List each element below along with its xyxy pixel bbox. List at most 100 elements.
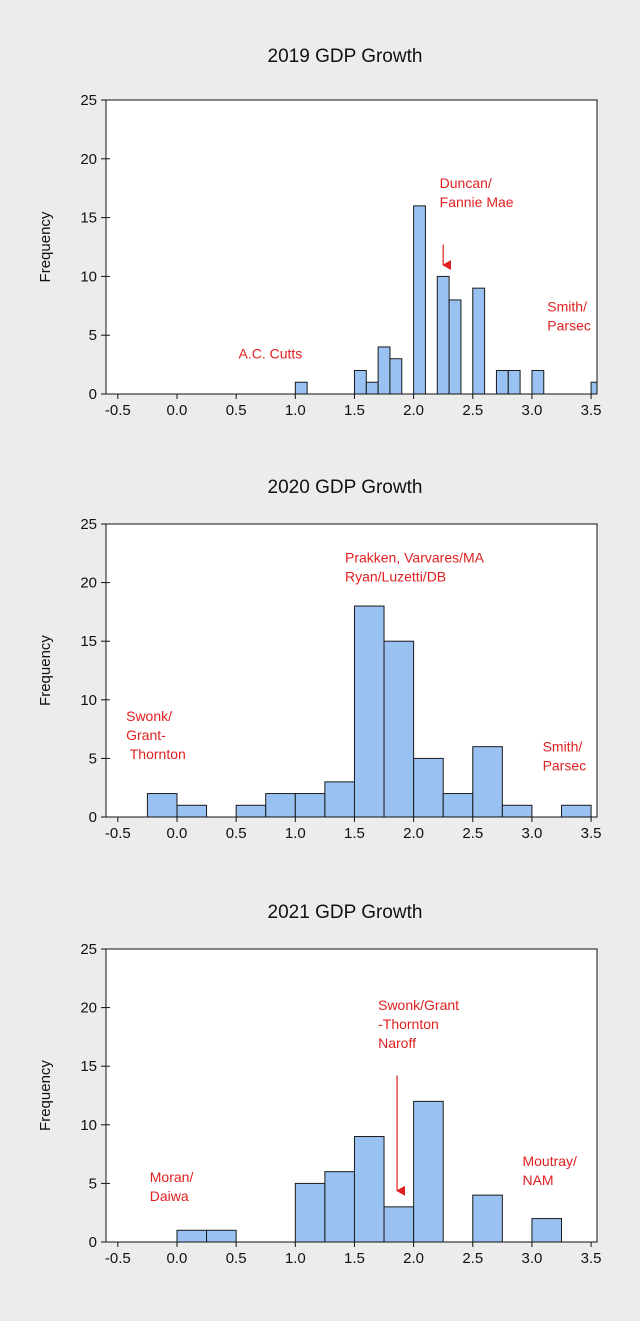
x-tick-label: 2.0 (403, 1250, 424, 1267)
y-tick-label: 5 (89, 327, 97, 344)
x-tick-label: 0.5 (226, 1250, 247, 1267)
annotation-text: Parsec (543, 757, 587, 773)
histogram-bar (531, 369, 545, 395)
histogram-bar (176, 804, 208, 818)
annotation-text: Moutray/ (522, 1153, 577, 1169)
annotation-text: Swonk/Grant (378, 997, 459, 1013)
histogram-bar (353, 369, 367, 395)
plot-frame (105, 99, 598, 395)
histogram-bar (531, 1218, 563, 1243)
annotation-text: Thornton (126, 746, 186, 762)
x-tick-label: 3.0 (521, 1250, 542, 1267)
y-tick-label: 25 (80, 92, 97, 109)
histogram-bar (176, 1229, 208, 1243)
histogram-bar (472, 287, 486, 395)
y-tick-label: 20 (80, 151, 97, 168)
y-tick-label: 10 (80, 268, 97, 285)
plot-right-mask (597, 522, 638, 819)
x-tick-label: 3.5 (581, 402, 602, 419)
annotation-text: Duncan/ (440, 175, 492, 191)
x-tick-label: 2.5 (462, 825, 483, 842)
plot-frame (105, 523, 598, 818)
histogram-bar (206, 1229, 237, 1243)
y-tick-label: 15 (80, 210, 97, 227)
plot-area (106, 100, 597, 394)
chart-panel-2: 2020 GDP Growth 0 5 10 15 20 25 -0.5 0.0 0.5 1.0 1.… (37, 477, 638, 842)
x-tick-label: -0.5 (105, 825, 131, 842)
histogram-bar (265, 793, 296, 818)
x-tick-label: 1.0 (285, 402, 306, 419)
y-axis-label: Frequency (37, 635, 54, 706)
histogram-bar (448, 299, 462, 395)
annotation-text: Moran/ (150, 1169, 194, 1185)
histogram-bar (413, 1100, 444, 1243)
annotation-text: Naroff (378, 1035, 416, 1051)
x-tick-label: 2.0 (403, 825, 424, 842)
x-tick-label: -0.5 (105, 402, 131, 419)
annotation-text: Parsec (547, 318, 591, 334)
x-tick-label: 0.0 (167, 402, 188, 419)
histogram-bar (377, 346, 391, 395)
plot-right-mask (597, 947, 638, 1244)
x-tick-label: 3.5 (581, 825, 602, 842)
histogram-bar (294, 793, 326, 818)
histogram-bar (383, 1206, 415, 1243)
histogram-bar (413, 757, 444, 818)
y-tick-label: 10 (80, 692, 97, 709)
histogram-bar (501, 804, 533, 818)
y-tick-label: 0 (89, 809, 97, 826)
y-tick-label: 15 (80, 633, 97, 650)
plot-area (106, 524, 597, 817)
chart-panel-3: 2021 GDP Growth 0 5 10 15 20 25 -0.5 0.0 0.5 1.0 1.… (37, 902, 638, 1267)
histogram-bar (294, 1182, 326, 1243)
x-tick-label: 0.0 (167, 825, 188, 842)
x-tick-label: 3.5 (581, 1250, 602, 1267)
x-tick-label: 2.5 (462, 1250, 483, 1267)
plot-frame (105, 948, 598, 1243)
y-axis-label: Frequency (37, 1060, 54, 1131)
x-tick-label: 1.0 (285, 1250, 306, 1267)
x-tick-label: 1.5 (344, 1250, 365, 1267)
x-tick-label: 1.5 (344, 402, 365, 419)
y-tick-label: 20 (80, 1000, 97, 1017)
annotation-text: NAM (522, 1172, 553, 1188)
histogram-bar (495, 369, 509, 395)
annotation-text: Smith/ (543, 738, 583, 754)
y-tick-label: 25 (80, 941, 97, 958)
annotation-text: Smith/ (547, 299, 587, 315)
histogram-bar (365, 381, 379, 395)
annotation-text: Fannie Mae (440, 194, 514, 210)
histogram-bar (353, 605, 385, 818)
y-axis-label: Frequency (37, 211, 54, 282)
histogram-bar (561, 804, 592, 818)
annotation-text: Ryan/Luzetti/DB (345, 569, 446, 585)
histogram-bar (472, 746, 503, 818)
histogram-bar (146, 793, 178, 818)
x-tick-label: 2.0 (403, 402, 424, 419)
histogram-bar (436, 275, 450, 395)
chart-title: 2020 GDP Growth (268, 477, 423, 498)
annotation-text: Grant- (126, 727, 166, 743)
x-tick-label: 1.5 (344, 825, 365, 842)
y-tick-label: 10 (80, 1117, 97, 1134)
histogram-bar (389, 358, 403, 395)
histogram-bar (353, 1136, 385, 1243)
y-tick-label: 5 (89, 1175, 97, 1192)
x-tick-label: 0.5 (226, 402, 247, 419)
x-tick-label: 2.5 (462, 402, 483, 419)
histogram-bar (507, 369, 521, 395)
x-tick-label: -0.5 (105, 1250, 131, 1267)
x-tick-label: 3.0 (521, 825, 542, 842)
x-tick-label: 0.5 (226, 825, 247, 842)
histogram-bar (294, 381, 308, 395)
y-tick-label: 0 (89, 386, 97, 403)
plot-right-mask (597, 98, 638, 396)
y-tick-label: 25 (80, 516, 97, 533)
y-tick-label: 15 (80, 1058, 97, 1075)
annotation-text: A.C. Cutts (239, 346, 303, 362)
y-tick-label: 20 (80, 575, 97, 592)
histogram-bar (324, 1171, 355, 1243)
chart-title: 2019 GDP Growth (268, 46, 423, 67)
y-tick-label: 0 (89, 1234, 97, 1251)
